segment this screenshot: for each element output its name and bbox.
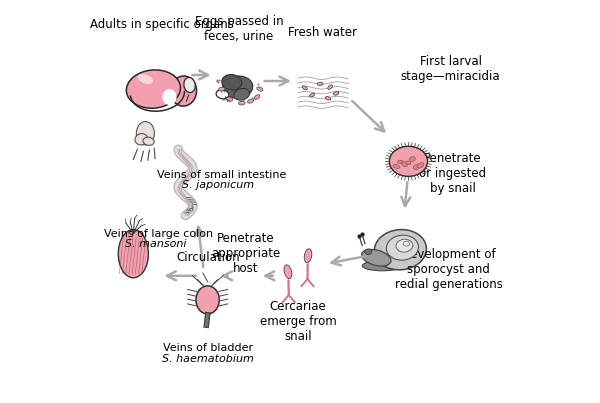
Ellipse shape [310, 93, 314, 97]
Ellipse shape [184, 77, 195, 93]
Ellipse shape [223, 76, 253, 98]
Text: Circulation: Circulation [176, 251, 240, 264]
Ellipse shape [386, 235, 418, 260]
Ellipse shape [248, 99, 254, 103]
Ellipse shape [222, 75, 242, 90]
Ellipse shape [163, 89, 176, 105]
Text: Development of
sporocyst and
redial generations: Development of sporocyst and redial gene… [395, 248, 503, 291]
Ellipse shape [216, 90, 229, 99]
Ellipse shape [362, 249, 391, 266]
Ellipse shape [239, 101, 245, 105]
Ellipse shape [334, 92, 339, 95]
Text: S. mansoni: S. mansoni [125, 239, 186, 249]
Ellipse shape [328, 85, 332, 89]
Text: S. japonicum: S. japonicum [182, 181, 254, 191]
Ellipse shape [284, 265, 292, 278]
Ellipse shape [257, 87, 263, 91]
Ellipse shape [393, 164, 400, 168]
Text: Penetrate
appropriate
host: Penetrate appropriate host [211, 232, 280, 275]
Ellipse shape [127, 70, 181, 108]
Ellipse shape [374, 230, 427, 270]
Text: Veins of large colon: Veins of large colon [104, 229, 213, 239]
Ellipse shape [397, 160, 403, 164]
Ellipse shape [136, 122, 154, 145]
Ellipse shape [362, 261, 403, 271]
Ellipse shape [365, 249, 372, 255]
Text: Veins of small intestine: Veins of small intestine [157, 170, 286, 181]
Text: Fresh water: Fresh water [287, 26, 356, 39]
Ellipse shape [234, 88, 250, 100]
Ellipse shape [406, 161, 411, 164]
Ellipse shape [403, 241, 410, 246]
Ellipse shape [254, 95, 260, 100]
Ellipse shape [417, 162, 424, 168]
Ellipse shape [401, 162, 407, 166]
Ellipse shape [170, 76, 197, 106]
Ellipse shape [389, 146, 428, 177]
Ellipse shape [410, 157, 415, 161]
Ellipse shape [143, 137, 154, 145]
Text: S. haematobium: S. haematobium [161, 354, 254, 364]
Ellipse shape [196, 286, 219, 314]
Text: Penetrate
or ingested
by snail: Penetrate or ingested by snail [419, 152, 486, 195]
Ellipse shape [396, 239, 413, 252]
Text: Eggs passed in
feces, urine: Eggs passed in feces, urine [194, 15, 283, 43]
Ellipse shape [118, 230, 148, 278]
Text: Adults in specific organs: Adults in specific organs [89, 18, 233, 31]
Ellipse shape [304, 249, 312, 263]
Ellipse shape [413, 164, 420, 170]
Ellipse shape [227, 97, 233, 101]
Ellipse shape [218, 87, 225, 91]
Text: First larval
stage—miracidia: First larval stage—miracidia [401, 55, 500, 83]
Ellipse shape [302, 86, 307, 90]
Ellipse shape [325, 96, 331, 100]
Ellipse shape [137, 74, 153, 84]
Text: Cercariae
emerge from
snail: Cercariae emerge from snail [260, 301, 337, 343]
Text: Veins of bladder: Veins of bladder [163, 343, 253, 353]
Ellipse shape [317, 82, 323, 85]
Ellipse shape [135, 133, 148, 145]
